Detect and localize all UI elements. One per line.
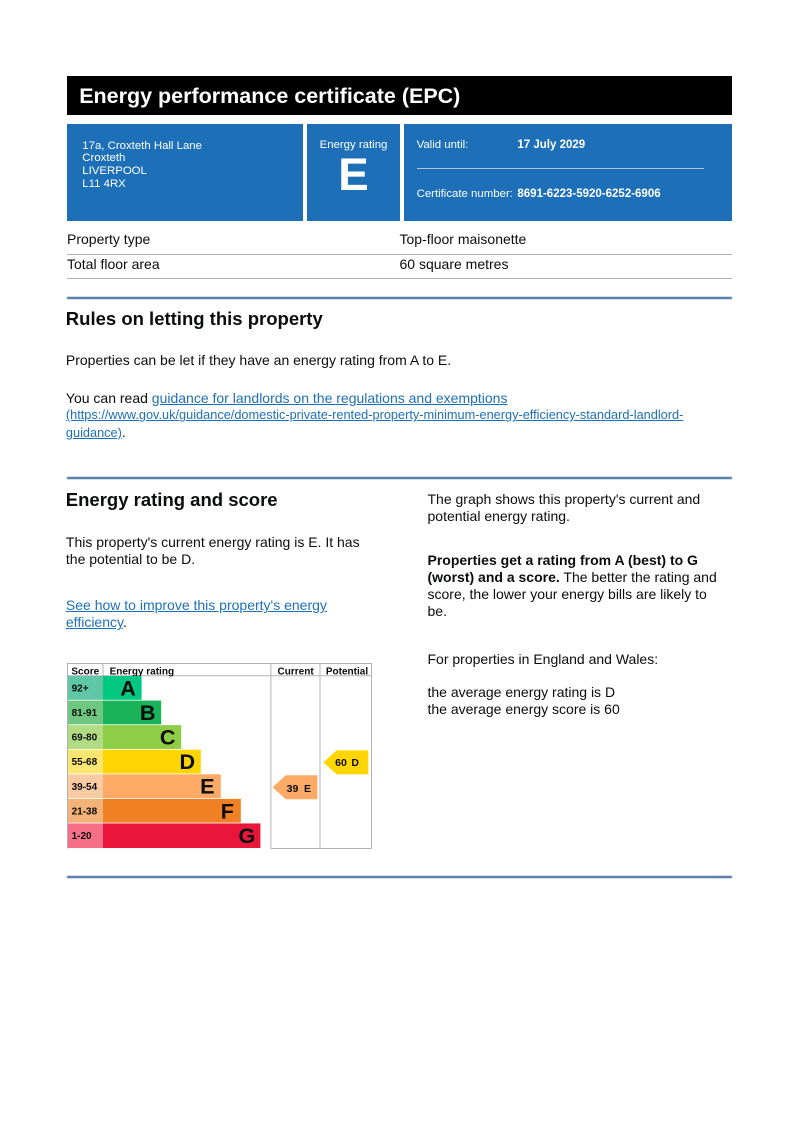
svg-text:G: G [239,823,256,848]
svg-text:E: E [304,783,311,795]
svg-text:E: E [200,774,214,799]
svg-text:21-38: 21-38 [72,806,98,817]
svg-text:Current: Current [278,667,315,678]
svg-text:Potential: Potential [326,667,368,678]
svg-text:A: A [120,675,136,700]
svg-text:81-91: 81-91 [72,708,98,719]
svg-text:92+: 92+ [72,684,89,695]
svg-text:1-20: 1-20 [72,831,92,842]
svg-text:Score: Score [71,667,99,678]
svg-text:C: C [160,725,176,750]
svg-text:39: 39 [287,783,299,795]
svg-text:39-54: 39-54 [72,782,98,793]
svg-text:D: D [179,749,195,774]
svg-text:D: D [351,757,359,769]
svg-text:69-80: 69-80 [72,733,98,744]
svg-text:F: F [221,798,234,823]
svg-text:60: 60 [335,757,347,769]
svg-text:B: B [140,700,156,725]
svg-text:Energy rating: Energy rating [110,667,174,678]
svg-text:55-68: 55-68 [72,757,98,768]
